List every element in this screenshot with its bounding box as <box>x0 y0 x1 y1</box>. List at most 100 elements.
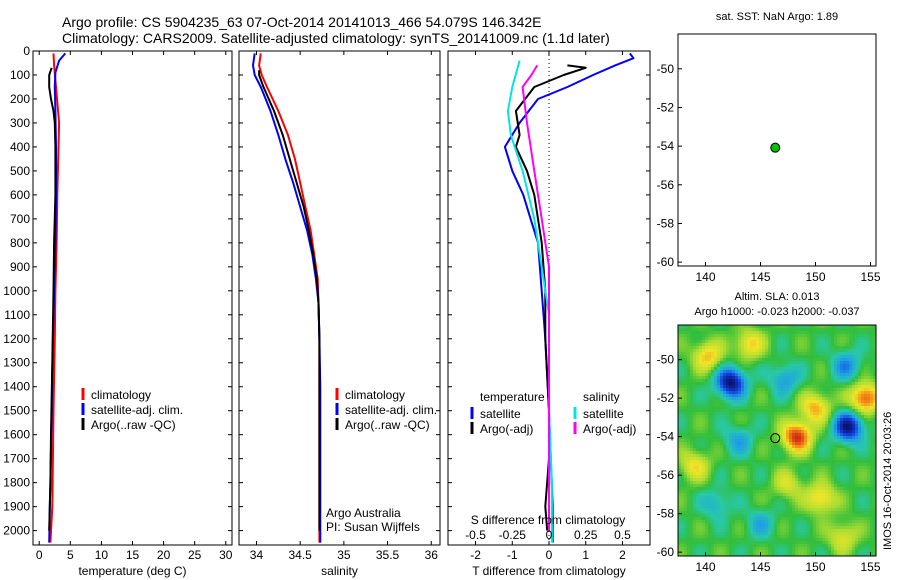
heatmap-cell <box>855 415 859 419</box>
heatmap-cell <box>810 331 814 335</box>
heatmap-cell <box>828 343 832 347</box>
heatmap-cell <box>789 388 793 392</box>
heatmap-cell <box>864 346 868 350</box>
heatmap-cell <box>828 367 832 371</box>
heatmap-cell <box>849 364 853 368</box>
heatmap-cell <box>690 352 694 356</box>
heatmap-cell <box>750 535 754 539</box>
heatmap-cell <box>693 397 697 401</box>
heatmap-cell <box>732 325 736 329</box>
heatmap-cell <box>792 439 796 443</box>
heatmap-cell <box>681 490 685 494</box>
heatmap-cell <box>798 367 802 371</box>
heatmap-cell <box>852 520 856 524</box>
heatmap-cell <box>783 367 787 371</box>
heatmap-cell <box>762 427 766 431</box>
heatmap-cell <box>828 502 832 506</box>
heatmap-cell <box>777 430 781 434</box>
heatmap-cell <box>771 436 775 440</box>
heatmap-cell <box>801 451 805 455</box>
heatmap-cell <box>786 490 790 494</box>
heatmap-cell <box>765 352 769 356</box>
heatmap-cell <box>681 535 685 539</box>
heatmap-cell <box>729 331 733 335</box>
heatmap-cell <box>756 361 760 365</box>
heatmap-cell <box>861 331 865 335</box>
heatmap-cell <box>855 475 859 479</box>
heatmap-cell <box>699 496 703 500</box>
heatmap-cell <box>723 421 727 425</box>
heatmap-cell <box>738 514 742 518</box>
heatmap-cell <box>750 460 754 464</box>
heatmap-cell <box>816 397 820 401</box>
heatmap-cell <box>873 361 877 365</box>
heatmap-cell <box>693 475 697 479</box>
heatmap-cell <box>768 418 772 422</box>
heatmap-cell <box>717 367 721 371</box>
heatmap-cell <box>699 382 703 386</box>
heatmap-cell <box>747 490 751 494</box>
heatmap-cell <box>765 325 769 329</box>
heatmap-cell <box>774 442 778 446</box>
heatmap-cell <box>786 403 790 407</box>
heatmap-cell <box>744 376 748 380</box>
heatmap-cell <box>690 538 694 542</box>
heatmap-cell <box>732 343 736 347</box>
heatmap-cell <box>714 478 718 482</box>
heatmap-cell <box>699 520 703 524</box>
heatmap-cell <box>783 373 787 377</box>
heatmap-cell <box>690 358 694 362</box>
heatmap-cell <box>765 511 769 515</box>
heatmap-cell <box>822 397 826 401</box>
heatmap-cell <box>744 370 748 374</box>
heatmap-cell <box>765 526 769 530</box>
heatmap-cell <box>711 421 715 425</box>
heatmap-cell <box>825 487 829 491</box>
heatmap-cell <box>723 355 727 359</box>
heatmap-cell <box>837 340 841 344</box>
heatmap-cell <box>801 328 805 332</box>
heatmap-cell <box>741 397 745 401</box>
heatmap-cell <box>714 445 718 449</box>
heatmap-cell <box>807 376 811 380</box>
heatmap-cell <box>774 487 778 491</box>
heatmap-cell <box>840 502 844 506</box>
heatmap-cell <box>828 508 832 512</box>
heatmap-cell <box>825 364 829 368</box>
heatmap-cell <box>834 424 838 428</box>
heatmap-cell <box>798 445 802 449</box>
heatmap-cell <box>681 532 685 536</box>
heatmap-cell <box>822 460 826 464</box>
heatmap-cell <box>825 370 829 374</box>
heatmap-cell <box>855 511 859 515</box>
heatmap-cell <box>729 526 733 530</box>
heatmap-cell <box>774 469 778 473</box>
heatmap-cell <box>720 406 724 410</box>
heatmap-cell <box>732 349 736 353</box>
heatmap-cell <box>705 427 709 431</box>
heatmap-cell <box>831 376 835 380</box>
heatmap-cell <box>858 376 862 380</box>
legend-label: satellite <box>480 407 521 421</box>
heatmap-cell <box>846 379 850 383</box>
heatmap-cell <box>837 484 841 488</box>
heatmap-cell <box>720 436 724 440</box>
heatmap-cell <box>747 391 751 395</box>
heatmap-cell <box>849 460 853 464</box>
heatmap-cell <box>762 445 766 449</box>
legend-label: climatology <box>91 388 151 402</box>
heatmap-cell <box>819 334 823 338</box>
heatmap-cell <box>756 514 760 518</box>
heatmap-cell <box>693 376 697 380</box>
heatmap-cell <box>717 391 721 395</box>
heatmap-cell <box>867 442 871 446</box>
heatmap-cell <box>825 421 829 425</box>
heatmap-cell <box>840 436 844 440</box>
heatmap-cell <box>870 409 874 413</box>
heatmap-cell <box>801 481 805 485</box>
heatmap-cell <box>819 511 823 515</box>
heatmap-cell <box>702 415 706 419</box>
heatmap-cell <box>810 412 814 416</box>
heatmap-cell <box>714 427 718 431</box>
heatmap-cell <box>750 337 754 341</box>
